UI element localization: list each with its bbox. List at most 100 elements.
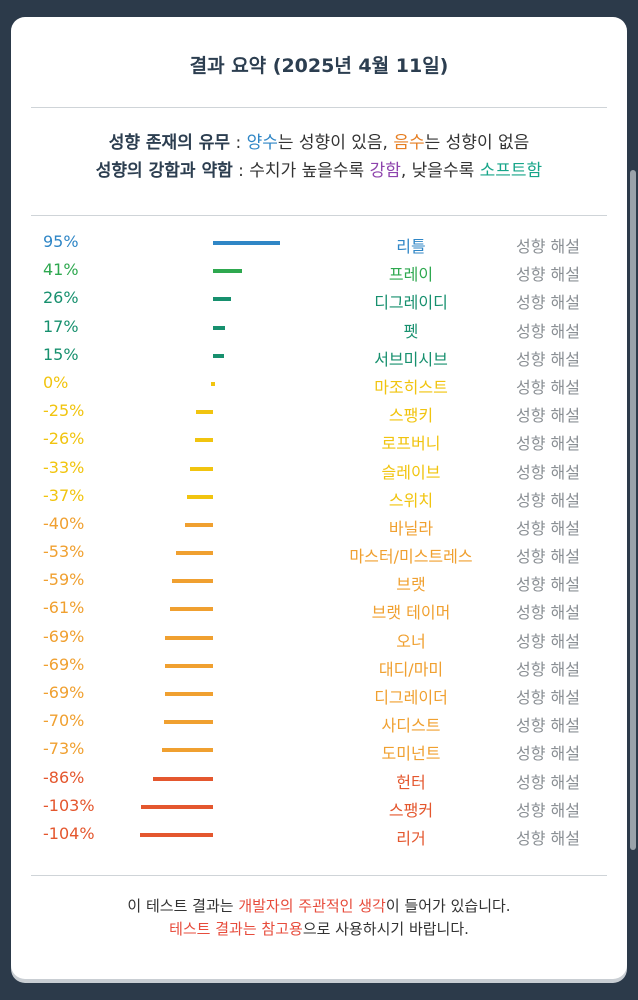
legend-strong: 강함 [369,161,401,181]
interpretation-link[interactable]: 성향 해설 [516,744,580,764]
result-type-name: 바닐라 [388,518,434,538]
result-bar [213,297,232,302]
legend-line-2: 성향의 강함과 약함 : 수치가 높을수록 강함, 낮을수록 소프트함 [11,157,627,185]
result-type-name: 대디/마미 [378,659,444,679]
interpretation-link[interactable]: 성향 해설 [516,631,580,651]
result-percent: -69% [43,626,85,646]
result-bar [213,269,242,274]
scrollbar[interactable] [630,170,636,850]
result-percent: -33% [43,457,85,477]
interpretation-link[interactable]: 성향 해설 [516,547,580,567]
interpretation-link[interactable]: 성향 해설 [516,603,580,623]
result-row: -69% 디그레이더 성향 해설 [11,678,627,707]
result-type-name: 브랫 [396,575,426,595]
result-type-name: 서브미시브 [374,349,448,369]
result-bar [195,410,213,415]
divider [31,107,607,108]
interpretation-link[interactable]: 성향 해설 [516,490,580,510]
legend-text: 는 성향이 있음, [277,133,394,153]
result-bar [164,663,213,668]
result-card: 결과 요약 (2025년 4월 11일) 성향 존재의 유무 : 양수는 성향이… [11,17,627,979]
result-percent: 41% [43,260,79,280]
interpretation-link[interactable]: 성향 해설 [516,688,580,707]
result-bar [152,776,213,781]
result-bar [175,551,213,556]
interpretation-link[interactable]: 성향 해설 [516,575,580,595]
result-bar [185,522,213,527]
legend-text: : 수치가 높을수록 [232,161,370,181]
result-row: -70% 사디스트 성향 해설 [11,706,627,736]
result-percent: -37% [43,485,85,505]
result-percent: -69% [43,654,85,674]
result-bar [164,692,213,696]
result-bar [171,579,213,584]
interpretation-link[interactable]: 성향 해설 [516,321,580,341]
legend: 성향 존재의 유무 : 양수는 성향이 있음, 음수는 성향이 없음 성향의 강… [11,129,627,185]
interpretation-link[interactable]: 성향 해설 [516,518,580,538]
result-row: 15% 서브미시브 성향 해설 [11,340,627,369]
result-bar [213,325,225,330]
interpretation-link[interactable]: 성향 해설 [516,800,580,820]
result-bar [161,748,213,753]
result-row: 95% 리틀 성향 해설 [11,227,627,256]
result-percent: -26% [43,429,85,449]
result-percent: 26% [43,288,79,308]
interpretation-link[interactable]: 성향 해설 [516,293,580,313]
result-type-name: 스팽키 [388,406,434,426]
legend-negative: 음수 [393,133,425,153]
result-row: 0% 마조히스트 성향 해설 [11,368,627,397]
result-percent: -86% [43,767,85,787]
disclaimer-text: 이 들어가 있습니다. [385,897,511,915]
page-title: 결과 요약 (2025년 4월 11일) [189,55,449,77]
result-type-name: 디그레이더 [374,688,448,707]
result-row: -69% 오너 성향 해설 [11,622,627,651]
result-percent: -70% [43,711,85,731]
result-percent: -61% [43,598,85,618]
interpretation-link[interactable]: 성향 해설 [516,659,580,679]
result-percent: -40% [43,513,85,533]
result-bar [213,241,280,245]
result-row: 17% 펫 성향 해설 [11,312,627,341]
result-row: -69% 대디/마미 성향 해설 [11,650,627,679]
result-type-name: 헌터 [396,772,426,792]
disclaimer-line-2: 테스트 결과는 참고용으로 사용하시기 바랍니다. [11,918,627,941]
result-row: -103% 스팽커 성향 해설 [11,791,627,820]
result-row: -86% 헌터 성향 해설 [11,763,627,792]
interpretation-link[interactable]: 성향 해설 [516,377,580,397]
result-row: -37% 스위치 성향 해설 [11,481,627,510]
result-type-name: 마스터/미스트레스 [349,547,473,567]
result-bar [194,438,213,443]
result-bar [170,607,213,612]
interpretation-link[interactable]: 성향 해설 [516,772,580,792]
legend-text: 는 성향이 없음 [424,133,530,153]
interpretation-link[interactable]: 성향 해설 [516,434,580,454]
result-row: -26% 로프버니 성향 해설 [11,424,627,454]
result-percent: 0% [43,372,69,392]
result-row: -59% 브랫 성향 해설 [11,565,627,595]
interpretation-link[interactable]: 성향 해설 [516,265,580,285]
result-bar [164,720,213,725]
legend-positive: 양수 [246,133,278,153]
result-type-name: 스팽커 [388,800,434,820]
divider [31,875,607,876]
result-percent: -59% [43,570,85,590]
result-percent: -53% [43,542,85,562]
result-type-name: 디그레이디 [374,293,448,313]
result-percent: 17% [43,316,79,336]
disclaimer: 이 테스트 결과는 개발자의 주관적인 생각이 들어가 있습니다. 테스트 결과… [11,895,627,941]
result-percent: -104% [43,823,95,843]
legend-label-presence: 성향 존재의 유무 [108,133,231,153]
result-percent: -25% [43,401,85,421]
interpretation-link[interactable]: 성향 해설 [516,462,580,482]
interpretation-link[interactable]: 성향 해설 [516,828,580,848]
interpretation-link[interactable]: 성향 해설 [516,349,580,369]
result-type-name: 펫 [403,321,419,341]
interpretation-link[interactable]: 성향 해설 [516,406,580,426]
interpretation-link[interactable]: 성향 해설 [516,716,580,736]
result-type-name: 도미넌트 [381,744,441,764]
result-row: 26% 디그레이디 성향 해설 [11,283,627,313]
result-type-name: 마조히스트 [374,377,448,397]
result-row: -53% 마스터/미스트레스 성향 해설 [11,537,627,567]
result-type-name: 슬레이브 [381,462,441,482]
interpretation-link[interactable]: 성향 해설 [516,237,580,256]
